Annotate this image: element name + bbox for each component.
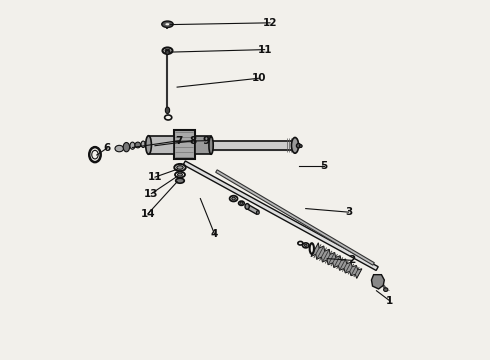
- Ellipse shape: [177, 173, 182, 176]
- Ellipse shape: [304, 244, 307, 247]
- Text: 13: 13: [144, 189, 159, 199]
- Ellipse shape: [245, 203, 249, 209]
- Ellipse shape: [177, 166, 183, 169]
- Ellipse shape: [130, 142, 135, 149]
- Ellipse shape: [209, 136, 213, 154]
- Text: 11: 11: [257, 45, 272, 55]
- Ellipse shape: [292, 138, 298, 153]
- Text: 5: 5: [320, 161, 327, 171]
- Ellipse shape: [123, 143, 130, 152]
- Ellipse shape: [135, 142, 141, 148]
- Ellipse shape: [165, 49, 170, 52]
- Text: 11: 11: [147, 172, 162, 182]
- Ellipse shape: [141, 141, 146, 148]
- Ellipse shape: [165, 107, 170, 113]
- Polygon shape: [148, 136, 173, 154]
- Text: 2: 2: [348, 255, 356, 265]
- Polygon shape: [195, 136, 211, 154]
- Ellipse shape: [115, 145, 123, 152]
- Text: 8: 8: [190, 136, 197, 146]
- Polygon shape: [311, 243, 362, 278]
- Ellipse shape: [146, 136, 151, 154]
- Polygon shape: [216, 170, 374, 265]
- Ellipse shape: [145, 142, 151, 146]
- Polygon shape: [246, 204, 259, 214]
- Ellipse shape: [240, 202, 243, 204]
- Text: 10: 10: [252, 73, 267, 83]
- Ellipse shape: [176, 178, 184, 183]
- Text: 9: 9: [202, 136, 209, 146]
- Text: 6: 6: [104, 143, 111, 153]
- Polygon shape: [183, 161, 378, 270]
- Text: 1: 1: [386, 296, 393, 306]
- Text: 12: 12: [263, 18, 277, 28]
- Ellipse shape: [162, 21, 173, 27]
- Text: 3: 3: [345, 207, 352, 217]
- Ellipse shape: [256, 211, 259, 214]
- Ellipse shape: [232, 197, 235, 200]
- Ellipse shape: [165, 23, 170, 25]
- Ellipse shape: [166, 50, 169, 55]
- Ellipse shape: [384, 288, 388, 292]
- Polygon shape: [371, 275, 384, 289]
- Text: 7: 7: [175, 136, 183, 146]
- Ellipse shape: [296, 144, 301, 148]
- Text: 14: 14: [141, 209, 155, 219]
- Polygon shape: [173, 130, 195, 159]
- Ellipse shape: [299, 145, 302, 148]
- Text: 4: 4: [211, 229, 219, 239]
